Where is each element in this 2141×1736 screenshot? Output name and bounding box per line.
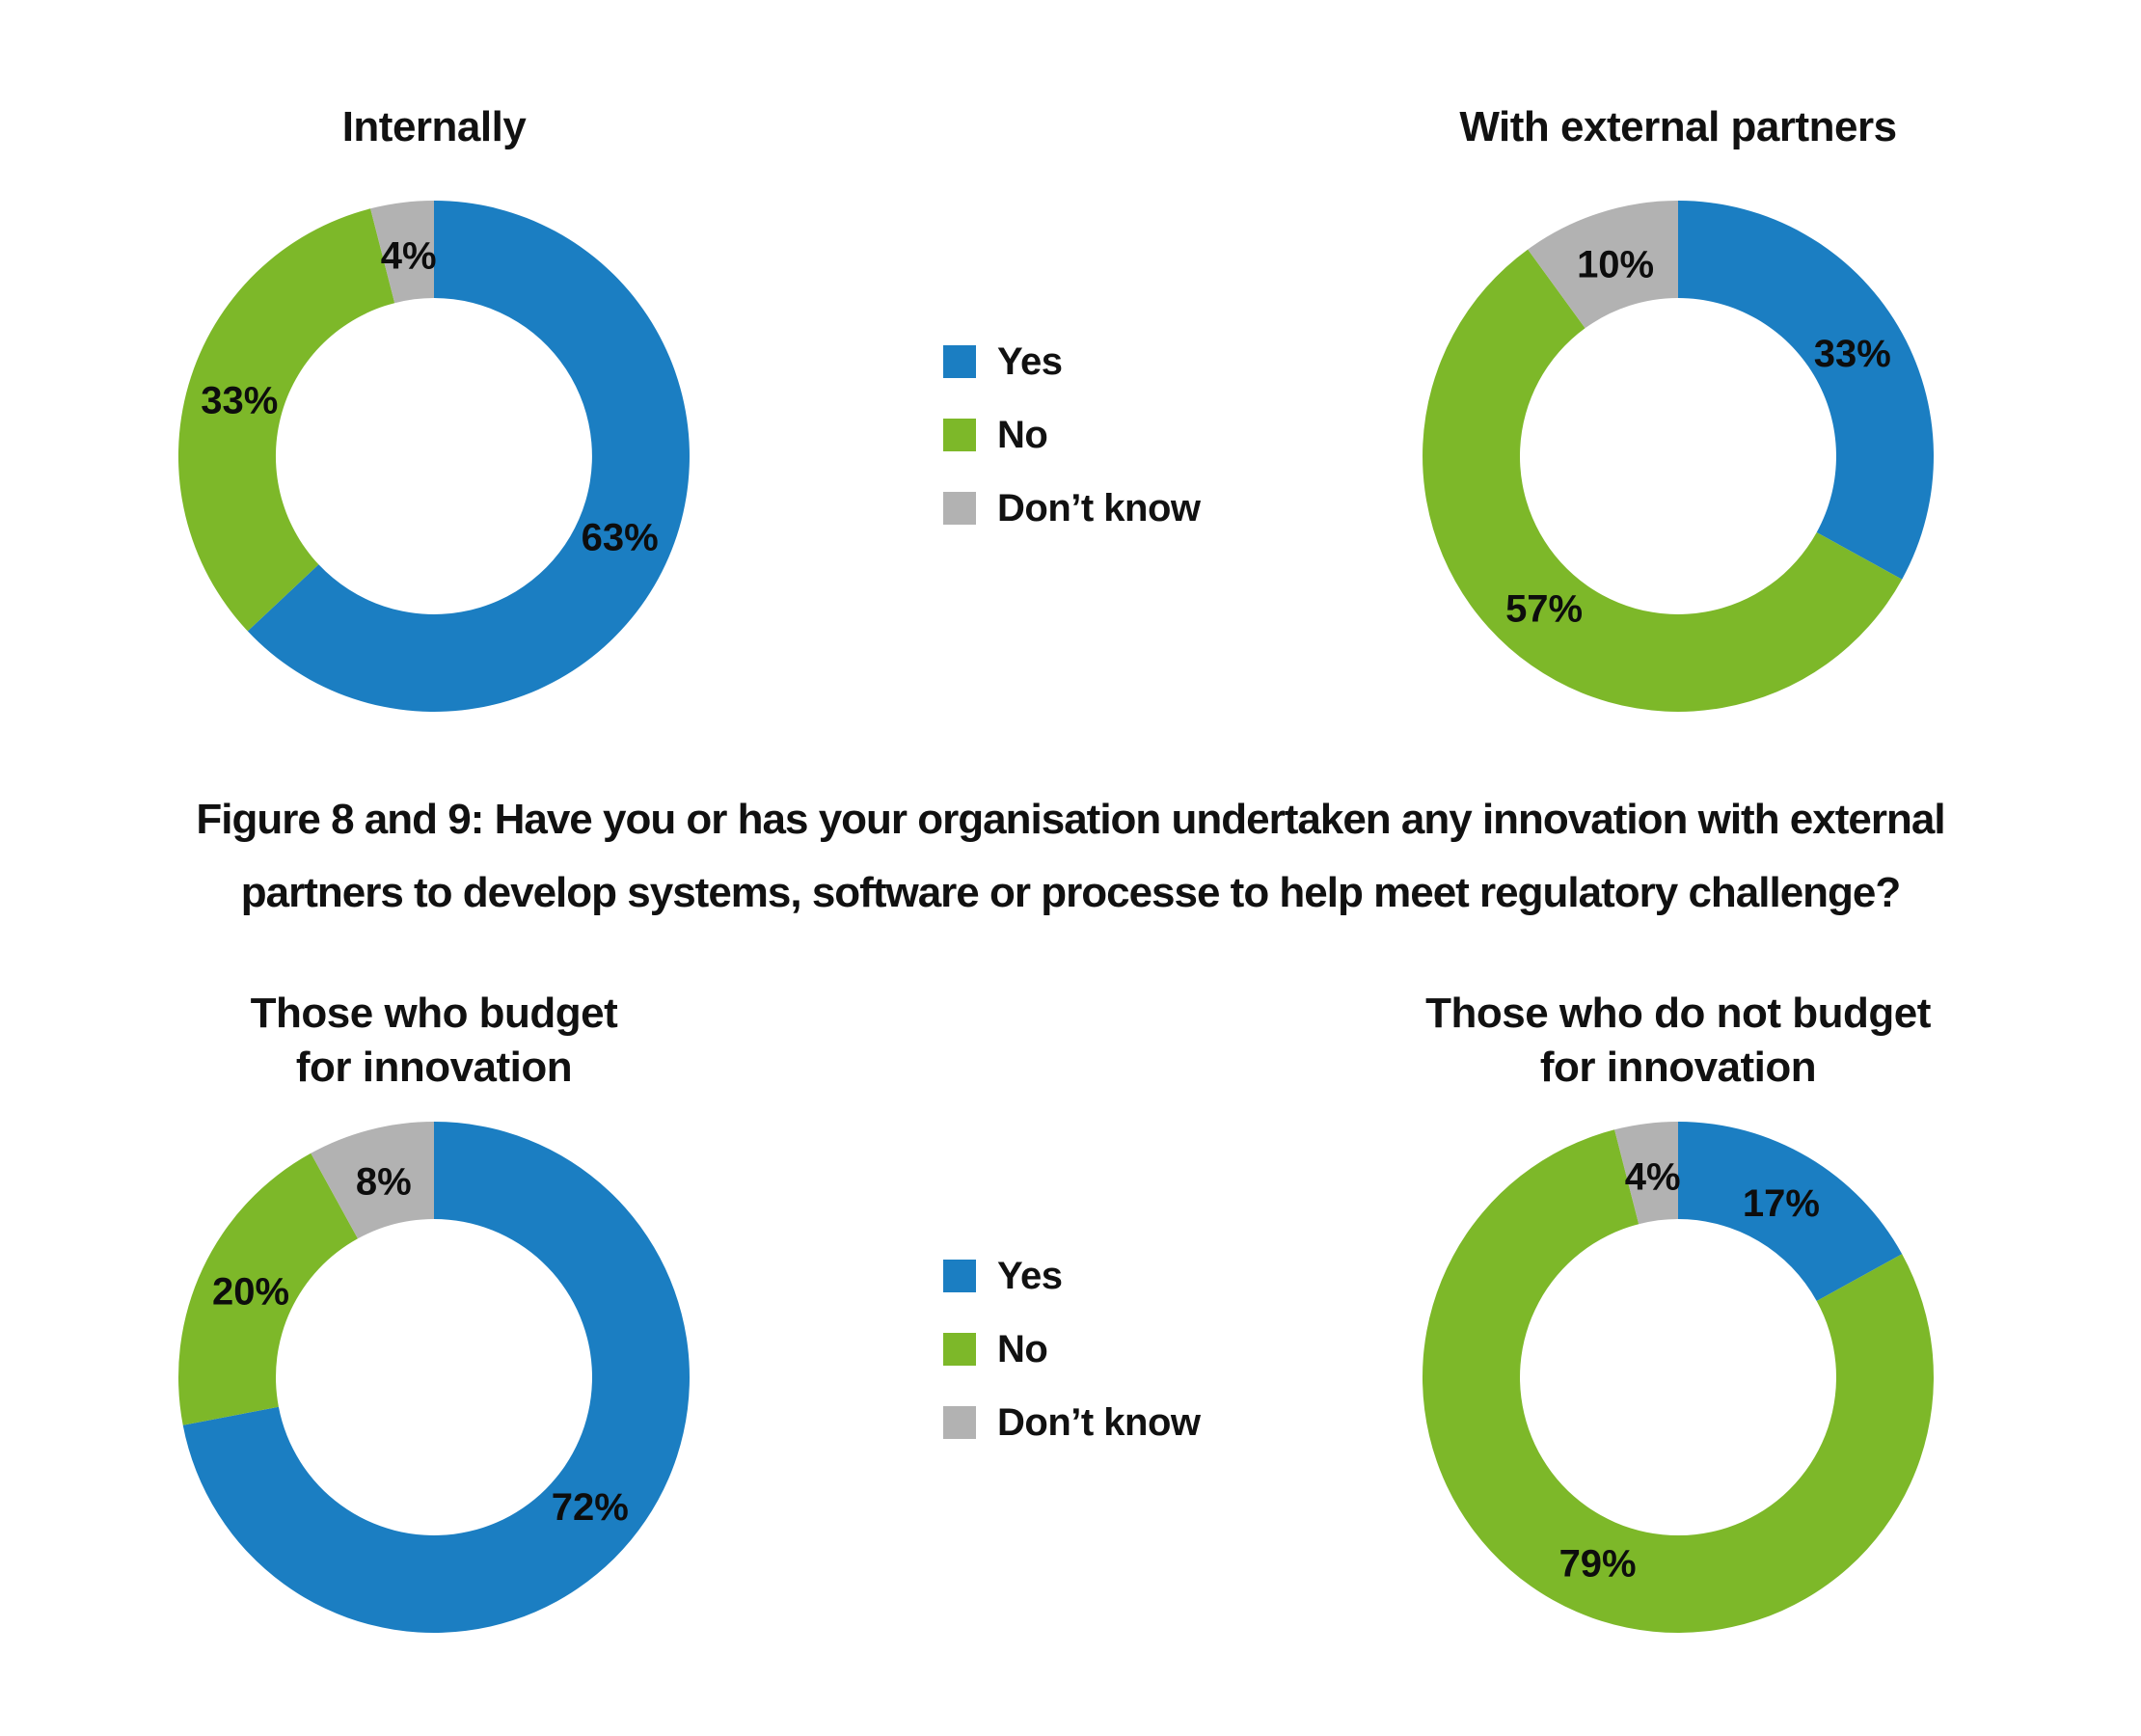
slice-value-label-don-t-know: 4%	[1625, 1156, 1681, 1199]
slice-value-label-yes: 63%	[582, 516, 659, 558]
chart-title-line: Those who budget	[250, 990, 618, 1037]
legend-swatch-dont-know	[943, 1406, 976, 1439]
chart-title-line: With external partners	[1459, 103, 1897, 150]
donut-chart-budget: 72% 20% 8%	[177, 1122, 690, 1633]
slice-value-label-yes: 72%	[552, 1486, 629, 1529]
chart-title-line: for innovation	[1539, 1044, 1817, 1091]
chart-title-line: Internally	[341, 103, 527, 150]
slice-value-label-don-t-know: 8%	[356, 1161, 412, 1204]
slice-value-label-no: 33%	[201, 379, 278, 421]
donut-slice-no	[177, 1153, 358, 1425]
donut-chart-no-budget: 17% 79% 4%	[1422, 1122, 1934, 1633]
donut-slice-don-t-know	[370, 200, 434, 304]
legend-bottom: Yes No Don’t know	[943, 1254, 1201, 1477]
slice-value-label-no: 79%	[1559, 1543, 1637, 1586]
legend-label-no: No	[997, 413, 1048, 456]
legend-swatch-no	[943, 419, 976, 451]
slice-value-label-yes: 17%	[1743, 1182, 1820, 1225]
legend-item-dont-know: Don’t know	[943, 486, 1201, 529]
donut-chart-internally: 63% 33% 4%	[177, 200, 690, 712]
slice-value-label-yes: 33%	[1814, 333, 1891, 375]
chart-title-external-partners: With external partners	[1312, 100, 2045, 154]
legend-label-no: No	[997, 1327, 1048, 1370]
donut-slice-yes	[1678, 201, 1934, 580]
legend-label-yes: Yes	[997, 1254, 1063, 1297]
donut-slice-yes	[1678, 1122, 1903, 1301]
legend-item-no: No	[943, 413, 1201, 456]
figure-caption-line: Figure 8 and 9: Have you or has your org…	[196, 796, 1945, 843]
donut-slice-no	[1423, 249, 1903, 712]
legend-label-dont-know: Don’t know	[997, 1400, 1201, 1444]
donut-slice-yes	[247, 201, 690, 712]
donut-slice-don-t-know	[311, 1122, 434, 1239]
chart-title-line: for innovation	[295, 1044, 573, 1091]
donut-chart-external-partners: 33% 57% 10%	[1423, 201, 1934, 712]
legend-label-yes: Yes	[997, 339, 1063, 383]
slice-value-label-no: 20%	[212, 1271, 289, 1314]
donut-slice-no	[177, 208, 395, 632]
donut-slice-don-t-know	[1614, 1122, 1678, 1225]
legend-item-yes: Yes	[943, 339, 1201, 383]
legend-item-yes: Yes	[943, 1254, 1201, 1297]
donut-slice-don-t-know	[1528, 201, 1678, 329]
chart-title-line: Those who do not budget	[1425, 990, 1931, 1037]
figure-caption-line: partners to develop systems, software or…	[240, 869, 1902, 916]
slice-value-label-no: 57%	[1505, 588, 1583, 631]
legend-top: Yes No Don’t know	[943, 339, 1201, 562]
donut-slice-no	[1422, 1129, 1934, 1633]
legend-label-dont-know: Don’t know	[997, 486, 1201, 529]
chart-title-budget: Those who budget for innovation	[68, 987, 800, 1095]
donut-slice-yes	[182, 1122, 690, 1633]
figure-caption: Figure 8 and 9: Have you or has your org…	[0, 783, 2141, 930]
legend-swatch-yes	[943, 345, 976, 378]
legend-item-dont-know: Don’t know	[943, 1400, 1201, 1444]
legend-swatch-yes	[943, 1260, 976, 1292]
slice-value-label-don-t-know: 4%	[381, 235, 437, 278]
chart-title-no-budget: Those who do not budget for innovation	[1312, 987, 2045, 1095]
legend-swatch-no	[943, 1333, 976, 1366]
slice-value-label-don-t-know: 10%	[1577, 243, 1654, 285]
legend-swatch-dont-know	[943, 492, 976, 525]
legend-item-no: No	[943, 1327, 1201, 1370]
chart-title-internally: Internally	[68, 100, 800, 154]
